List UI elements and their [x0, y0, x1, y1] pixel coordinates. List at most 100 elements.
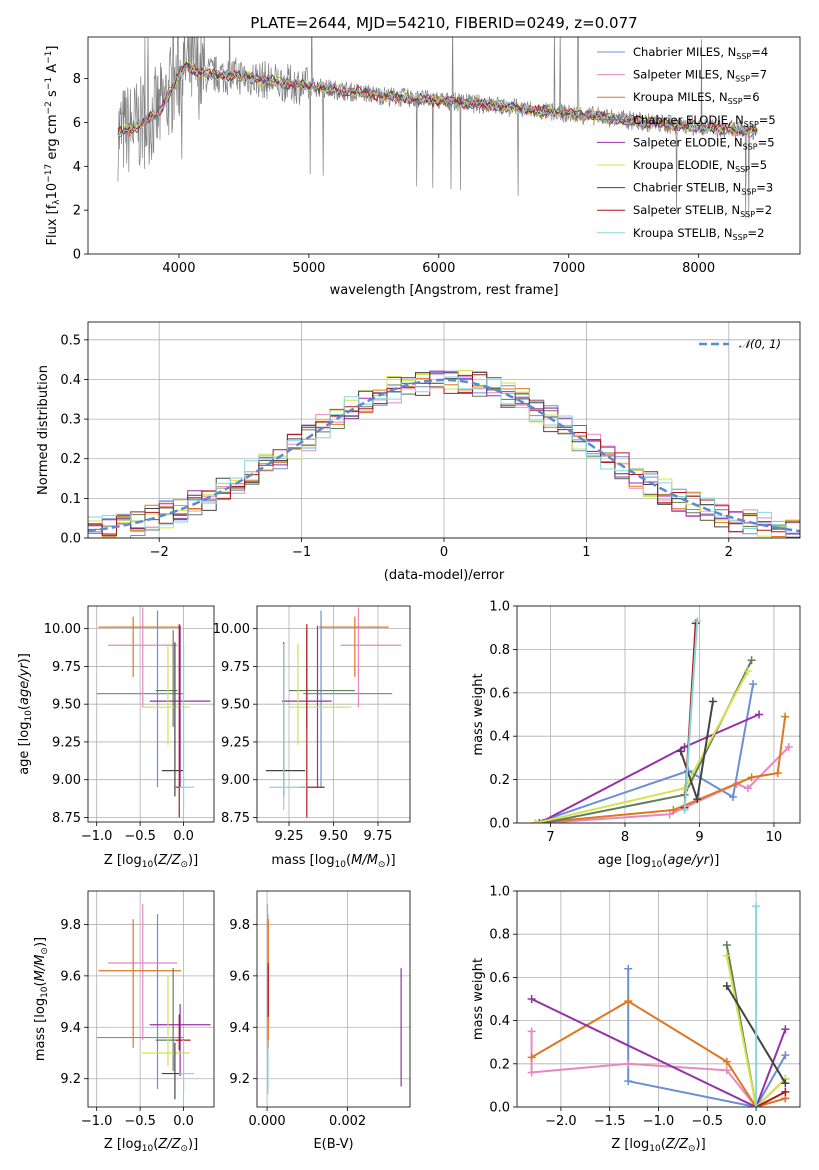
x-axis-label: mass [log10(M/M⊙)]: [271, 853, 395, 870]
weight-marker: [624, 964, 633, 973]
legend-label: Chabrier MILES, NSSP=4: [633, 45, 768, 61]
y-tick-label: 0.8: [489, 928, 510, 943]
x-tick-label: −1.0: [81, 1114, 113, 1129]
weight-marker: [531, 819, 540, 823]
plot-area: [88, 370, 800, 538]
chart-age_vs_Z: −1.0 −0.5 0.0 8.75 9.00 9.25 9.50 9.75 10.00 Z [l…: [17, 605, 215, 870]
x-tick-label: 0.0: [173, 829, 194, 844]
y-tick-label: 0.3: [60, 413, 81, 428]
weight-marker: [752, 902, 761, 911]
x-tick-label: −0.5: [124, 1114, 156, 1129]
x-tick-label: 0.0: [746, 1114, 767, 1129]
weight-marker: [624, 997, 633, 1006]
weight-line: [542, 659, 753, 823]
weight-marker: [728, 792, 737, 801]
legend-label: Chabrier STELIB, NSSP=3: [633, 181, 773, 197]
x-axis-label: Z [log10(Z/Z⊙)]: [104, 853, 198, 870]
x-tick-label: −1.0: [643, 1114, 675, 1129]
x-tick-label: 6000: [422, 261, 455, 276]
x-tick-label: 2: [725, 545, 733, 560]
weight-line: [755, 1091, 786, 1107]
axes-frame: [256, 890, 411, 1108]
y-tick-label: 0.2: [60, 452, 81, 467]
chart-residuals: −2 −1 0 1 2 0.0 0.1 0.2 0.3 0.4 0.5 (data-model)/er…: [36, 321, 801, 583]
legend-label: Salpeter STELIB, NSSP=2: [633, 203, 772, 219]
weight-marker: [784, 743, 793, 752]
y-tick-label: 1.0: [489, 885, 510, 900]
legend-label: Kroupa STELIB, NSSP=2: [633, 226, 765, 242]
x-tick-label: 5000: [292, 261, 325, 276]
x-tick-label: 4000: [162, 261, 195, 276]
y-tick-label: 9.4: [229, 1021, 250, 1036]
weight-marker: [680, 743, 689, 752]
weight-marker: [527, 1027, 536, 1036]
weight-marker: [722, 951, 731, 960]
plot-area: [96, 903, 211, 1100]
y-tick-label: 9.75: [221, 660, 250, 675]
x-tick-label: 8000: [682, 261, 715, 276]
weight-marker: [781, 1087, 790, 1096]
x-tick-label: 8: [621, 830, 629, 845]
normal-curve: [88, 378, 800, 533]
y-tick-label: 4: [73, 160, 81, 175]
weight-marker: [781, 1025, 790, 1034]
weight-marker: [535, 819, 544, 823]
weight-line: [627, 968, 787, 1107]
weight-marker: [749, 680, 758, 689]
weight-marker: [676, 747, 685, 756]
weight-marker: [708, 697, 717, 706]
chart-age_vs_mass: 9.25 9.50 9.75 8.75 9.00 9.25 9.50 9.75 10.00 mas…: [213, 605, 411, 870]
y-tick-label: 0.0: [60, 532, 81, 547]
y-tick-label: 0.6: [489, 971, 510, 986]
y-tick-label: 0.4: [489, 1014, 510, 1029]
legend-label: Salpeter MILES, NSSP=7: [633, 68, 767, 84]
weight-marker: [693, 617, 702, 626]
x-tick-label: 9.75: [364, 829, 393, 844]
weight-marker: [747, 656, 756, 665]
x-tick-label: −0.5: [692, 1114, 724, 1129]
histogram-step: [88, 374, 800, 538]
legend-label: Chabrier ELODIE, NSSP=5: [633, 113, 776, 129]
legend-label: Kroupa MILES, NSSP=6: [633, 90, 760, 106]
y-tick-label: 9.6: [229, 969, 250, 984]
y-tick-label: 0.2: [489, 773, 510, 788]
y-tick-label: 9.6: [60, 969, 81, 984]
plot-area: [265, 607, 402, 818]
plot-area: [527, 902, 790, 1107]
axes-frame: [87, 321, 801, 539]
x-tick-label: 0: [440, 545, 448, 560]
weight-line: [535, 683, 755, 823]
chart-weight_vs_age: 7 8 9 10 0.0 0.2 0.4 0.6 0.8 1.0 age [log10(age/yr…: [471, 600, 801, 870]
x-axis-label: age [log10(age/yr)]: [598, 853, 720, 870]
y-tick-label: 0.2: [489, 1057, 510, 1072]
axes-frame: [87, 36, 801, 255]
weight-line: [725, 955, 787, 1107]
spectrum-model-line: [117, 62, 758, 139]
weight-marker: [665, 810, 674, 819]
weight-marker: [693, 795, 702, 804]
y-tick-label: 0.5: [60, 333, 81, 348]
legend-label: Salpeter ELODIE, NSSP=5: [633, 135, 775, 151]
plot-area: [266, 903, 402, 1095]
y-axis-label: age [log10(age/yr)]: [17, 653, 34, 775]
axes-frame: [516, 605, 801, 824]
x-axis-label: E(B-V): [313, 1137, 353, 1152]
y-tick-label: 8.75: [221, 811, 250, 826]
weight-marker: [722, 941, 731, 949]
weight-marker: [755, 710, 764, 719]
x-axis-label: Z [log10(Z/Z⊙)]: [611, 1137, 705, 1154]
plot-area: [117, 37, 758, 219]
weight-marker: [781, 1051, 790, 1060]
weight-marker: [722, 982, 731, 991]
chart-title: PLATE=2644, MJD=54210, FIBERID=0249, z=0…: [250, 14, 637, 32]
y-tick-label: 9.00: [221, 773, 250, 788]
x-tick-label: 7: [546, 830, 554, 845]
x-tick-label: 9: [695, 830, 703, 845]
legend: Chabrier MILES, NSSP=4 Salpeter MILES, NS…: [597, 45, 776, 242]
weight-line: [535, 670, 749, 823]
y-tick-label: 6: [73, 116, 81, 131]
weight-marker: [624, 1077, 633, 1086]
x-tick-label: 0.0: [173, 1114, 194, 1129]
y-tick-label: 0.0: [489, 817, 510, 832]
